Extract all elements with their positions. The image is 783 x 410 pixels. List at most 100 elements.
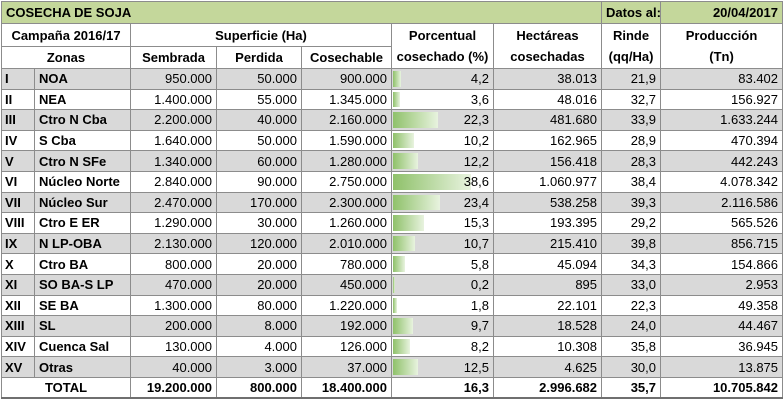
sembrada-cell[interactable]: 1.640.000 — [130, 129, 217, 152]
zone-name[interactable]: Cuenca Sal — [34, 335, 131, 358]
cosechable-cell[interactable]: 900.000 — [301, 68, 392, 90]
perdida-cell[interactable]: 50.000 — [216, 129, 302, 152]
sembrada-cell[interactable]: 200.000 — [130, 315, 217, 337]
produccion-cell[interactable]: 44.467 — [660, 315, 783, 337]
zone-name[interactable]: Ctro E ER — [34, 212, 131, 234]
produccion-cell[interactable]: 156.927 — [660, 88, 783, 111]
rinde-cell[interactable]: 24,0 — [601, 315, 662, 337]
total-rinde[interactable]: 35,7 — [601, 376, 662, 400]
rinde-cell[interactable]: 29,2 — [601, 212, 662, 234]
zone-id[interactable]: III — [1, 109, 35, 131]
zonas-header[interactable]: Zonas — [1, 46, 131, 69]
cosechable-cell[interactable]: 450.000 — [301, 273, 392, 296]
sembrada-cell[interactable]: 800.000 — [130, 253, 217, 275]
perdida-cell[interactable]: 120.000 — [216, 232, 302, 255]
hectareas-cell[interactable]: 193.395 — [492, 212, 603, 234]
produccion-cell[interactable]: 565.526 — [660, 212, 783, 234]
cosechable-cell[interactable]: 1.590.000 — [301, 129, 392, 152]
pct-cell[interactable]: 12,5 — [391, 356, 494, 378]
cosechable-header[interactable]: Cosechable — [301, 46, 392, 69]
pct-cell[interactable]: 1,8 — [391, 294, 494, 317]
rinde-cell[interactable]: 28,3 — [601, 150, 662, 172]
cosechable-cell[interactable]: 192.000 — [301, 315, 392, 337]
hectareas-cell[interactable]: 22.101 — [492, 294, 603, 317]
rinde-cell[interactable]: 39,3 — [601, 191, 662, 214]
cosechable-cell[interactable]: 2.300.000 — [301, 191, 392, 214]
perdida-cell[interactable]: 60.000 — [216, 150, 302, 172]
total-perdida[interactable]: 800.000 — [216, 376, 302, 400]
campaign-header[interactable]: Campaña 2016/17 — [1, 23, 131, 47]
zone-name[interactable]: Ctro N SFe — [34, 150, 131, 172]
rinde-cell[interactable]: 33,9 — [601, 109, 662, 131]
zone-name[interactable]: Ctro BA — [34, 253, 131, 275]
zone-name[interactable]: NOA — [34, 68, 131, 90]
sembrada-cell[interactable]: 1.340.000 — [130, 150, 217, 172]
hectareas-cell[interactable]: 895 — [492, 273, 603, 296]
total-label[interactable]: TOTAL — [1, 376, 131, 400]
zone-id[interactable]: I — [1, 68, 35, 90]
pct-cell[interactable]: 0,2 — [391, 273, 494, 296]
pct-cell[interactable]: 10,7 — [391, 232, 494, 255]
zone-id[interactable]: IV — [1, 129, 35, 152]
produccion-cell[interactable]: 2.953 — [660, 273, 783, 296]
zone-name[interactable]: SE BA — [34, 294, 131, 317]
perdida-cell[interactable]: 55.000 — [216, 88, 302, 111]
sembrada-cell[interactable]: 130.000 — [130, 335, 217, 358]
cosechable-cell[interactable]: 126.000 — [301, 335, 392, 358]
produccion-cell[interactable]: 2.116.586 — [660, 191, 783, 214]
pct-cell[interactable]: 4,2 — [391, 68, 494, 90]
perdida-cell[interactable]: 30.000 — [216, 212, 302, 234]
sembrada-cell[interactable]: 1.300.000 — [130, 294, 217, 317]
perdida-cell[interactable]: 80.000 — [216, 294, 302, 317]
hectareas-cell[interactable]: 38.013 — [492, 68, 603, 90]
cosechable-cell[interactable]: 1.260.000 — [301, 212, 392, 234]
zone-name[interactable]: SL — [34, 315, 131, 337]
produccion-cell[interactable]: 4.078.342 — [660, 170, 783, 193]
zone-name[interactable]: Otras — [34, 356, 131, 378]
total-hectareas[interactable]: 2.996.682 — [492, 376, 603, 400]
sembrada-cell[interactable]: 470.000 — [130, 273, 217, 296]
zone-id[interactable]: XI — [1, 273, 35, 296]
zone-id[interactable]: VIII — [1, 212, 35, 234]
perdida-cell[interactable]: 4.000 — [216, 335, 302, 358]
hectareas-cell[interactable]: 48.016 — [492, 88, 603, 111]
rinde-cell[interactable]: 33,0 — [601, 273, 662, 296]
sembrada-cell[interactable]: 950.000 — [130, 68, 217, 90]
hectareas-cell[interactable]: 538.258 — [492, 191, 603, 214]
sheet-title[interactable]: COSECHA DE SOJA — [0, 1, 603, 24]
pct-cell[interactable]: 9,7 — [391, 315, 494, 337]
zone-name[interactable]: Núcleo Norte — [34, 170, 131, 193]
total-produccion[interactable]: 10.705.842 — [660, 376, 783, 400]
perdida-cell[interactable]: 8.000 — [216, 315, 302, 337]
cosechable-cell[interactable]: 2.010.000 — [301, 232, 392, 255]
cosechable-cell[interactable]: 2.750.000 — [301, 170, 392, 193]
perdida-cell[interactable]: 170.000 — [216, 191, 302, 214]
perdida-cell[interactable]: 3.000 — [216, 356, 302, 378]
pct-cell[interactable]: 22,3 — [391, 109, 494, 131]
porcentual-header[interactable]: Porcentual cosechado (%) — [391, 23, 494, 69]
sembrada-cell[interactable]: 2.470.000 — [130, 191, 217, 214]
produccion-cell[interactable]: 83.402 — [660, 68, 783, 90]
cosechable-cell[interactable]: 780.000 — [301, 253, 392, 275]
cosechable-cell[interactable]: 37.000 — [301, 356, 392, 378]
pct-cell[interactable]: 8,2 — [391, 335, 494, 358]
zone-name[interactable]: SO BA-S LP — [34, 273, 131, 296]
pct-cell[interactable]: 5,8 — [391, 253, 494, 275]
hectareas-cell[interactable]: 215.410 — [492, 232, 603, 255]
hectareas-cell[interactable]: 18.528 — [492, 315, 603, 337]
rinde-cell[interactable]: 32,7 — [601, 88, 662, 111]
date-label[interactable]: Datos al: — [601, 1, 662, 24]
zone-id[interactable]: IX — [1, 232, 35, 255]
rinde-cell[interactable]: 21,9 — [601, 68, 662, 90]
sembrada-cell[interactable]: 2.840.000 — [130, 170, 217, 193]
rinde-cell[interactable]: 35,8 — [601, 335, 662, 358]
zone-id[interactable]: VI — [1, 170, 35, 193]
produccion-cell[interactable]: 154.866 — [660, 253, 783, 275]
superficie-header[interactable]: Superficie (Ha) — [130, 23, 392, 47]
zone-id[interactable]: XIII — [1, 315, 35, 337]
perdida-cell[interactable]: 90.000 — [216, 170, 302, 193]
produccion-cell[interactable]: 856.715 — [660, 232, 783, 255]
produccion-cell[interactable]: 13.875 — [660, 356, 783, 378]
produccion-cell[interactable]: 470.394 — [660, 129, 783, 152]
hectareas-cell[interactable]: 1.060.977 — [492, 170, 603, 193]
